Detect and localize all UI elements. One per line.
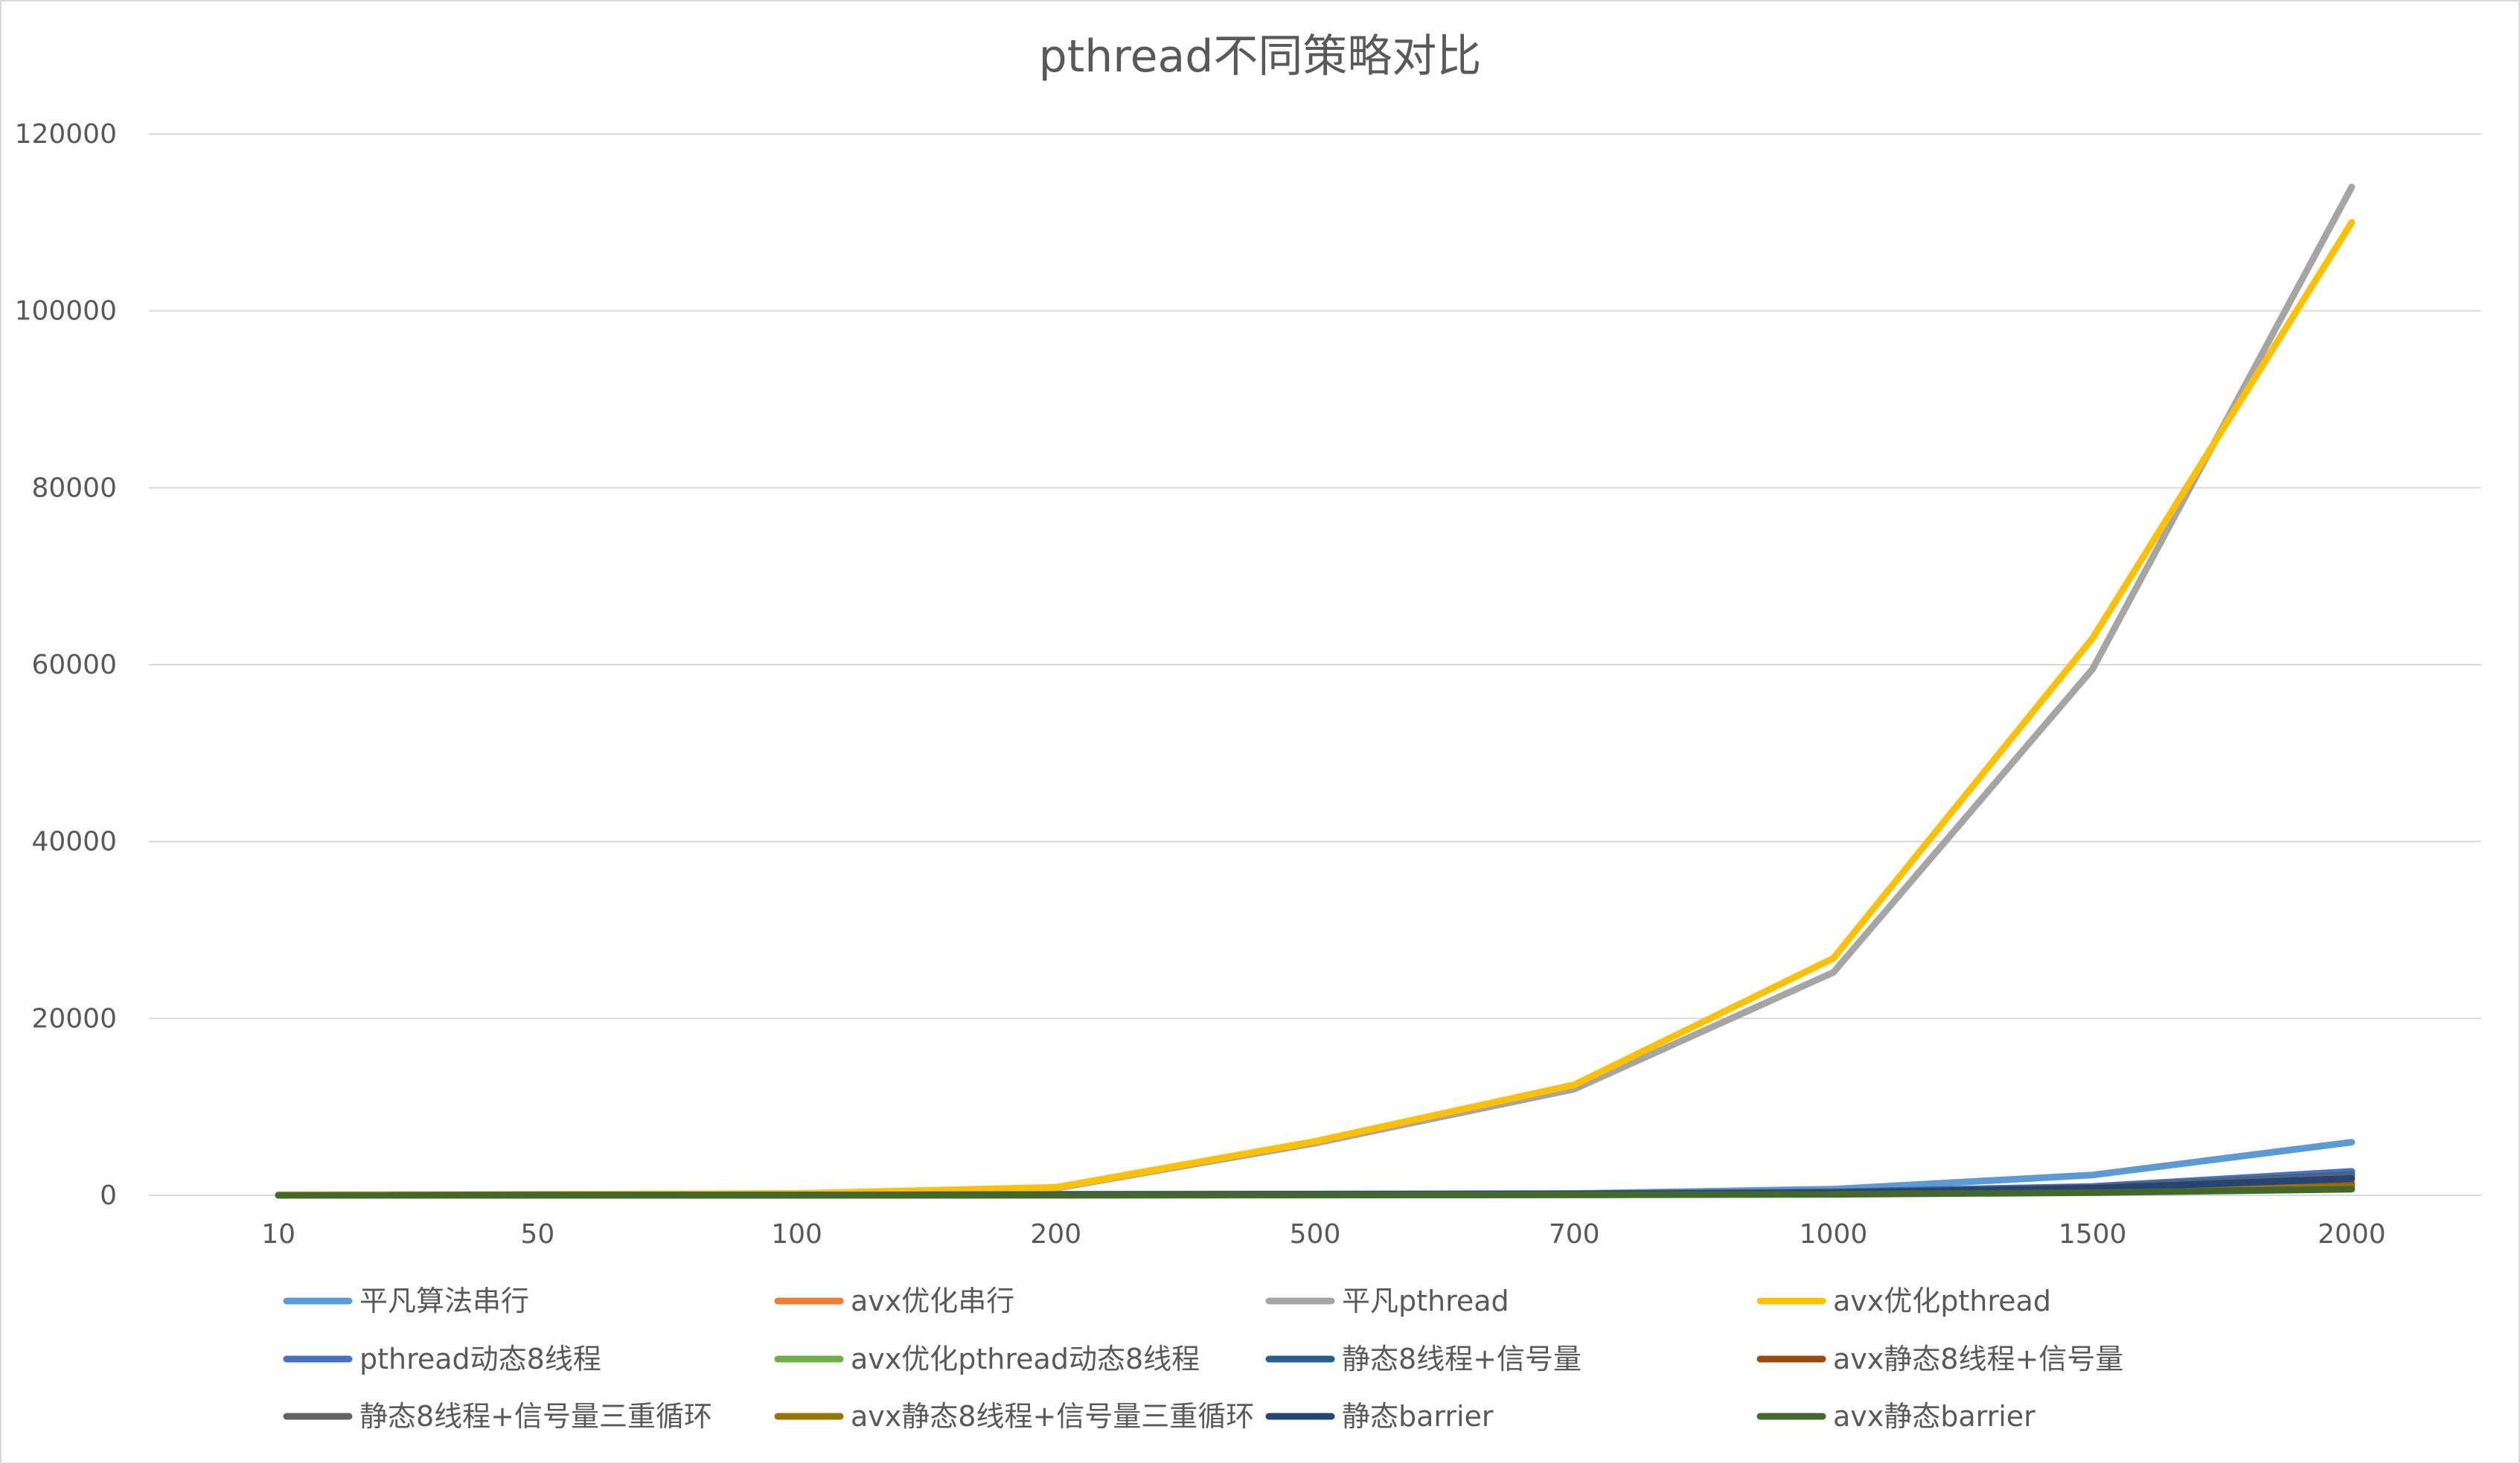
legend-item: 静态8线程+信号量三重循环 [283, 1400, 712, 1433]
legend-label: avx静态8线程+信号量三重循环 [851, 1400, 1254, 1433]
x-tick-label: 10 [261, 1219, 295, 1250]
legend-item: 静态8线程+信号量 [1265, 1343, 1582, 1375]
legend-item: avx静态barrier [1756, 1400, 2035, 1433]
legend-item: avx优化pthread [1756, 1285, 2051, 1317]
x-tick-label: 1500 [2059, 1219, 2127, 1250]
y-tick-label: 60000 [31, 650, 117, 680]
chart-title: pthread不同策略对比 [1039, 31, 1482, 83]
y-tick-label: 100000 [15, 296, 117, 327]
y-tick-label: 80000 [31, 473, 117, 503]
y-tick-label: 40000 [31, 827, 117, 857]
series-lines [275, 183, 2356, 1199]
x-tick-label: 100 [771, 1219, 822, 1250]
legend-label: 平凡pthread [1342, 1285, 1509, 1317]
legend-label: pthread动态8线程 [359, 1343, 601, 1375]
y-tick-label: 0 [100, 1180, 117, 1211]
legend-label: avx优化pthread动态8线程 [851, 1343, 1200, 1375]
x-tick-label: 2000 [2318, 1219, 2386, 1250]
legend-label: avx优化串行 [851, 1285, 1014, 1317]
legend-label: avx静态8线程+信号量 [1833, 1343, 2123, 1375]
legend-item: 静态barrier [1265, 1400, 1494, 1433]
legend-label: 平凡算法串行 [359, 1285, 529, 1317]
legend-item: avx优化串行 [774, 1285, 1014, 1317]
x-tick-label: 1000 [1800, 1219, 1868, 1250]
legend-item: avx优化pthread动态8线程 [774, 1343, 1200, 1375]
legend-label: avx静态barrier [1833, 1400, 2035, 1433]
legend-item: avx静态8线程+信号量 [1756, 1343, 2123, 1375]
gridlines [149, 133, 2481, 1196]
legend-label: avx优化pthread [1833, 1285, 2051, 1317]
x-tick-label: 700 [1549, 1219, 1600, 1250]
y-tick-label: 20000 [31, 1003, 117, 1034]
x-tick-label: 500 [1290, 1219, 1341, 1250]
legend-item: 平凡算法串行 [283, 1285, 529, 1317]
x-tick-label: 200 [1030, 1219, 1081, 1250]
legend-label: 静态barrier [1342, 1400, 1494, 1433]
x-tick-label: 50 [520, 1219, 554, 1250]
legend-item: avx静态8线程+信号量三重循环 [774, 1400, 1254, 1433]
legend-item: 平凡pthread [1265, 1285, 1509, 1317]
series-line [275, 1186, 2356, 1199]
legend-label: 静态8线程+信号量 [1342, 1343, 1582, 1375]
legend-label: 静态8线程+信号量三重循环 [359, 1400, 712, 1433]
legend: 平凡算法串行 avx优化串行 平凡pthread avx优化pthread pthrea… [283, 1285, 2123, 1433]
axes: 0 20000 40000 60000 80000 100000 120000 10 50 100… [15, 119, 2386, 1250]
legend-item: pthread动态8线程 [283, 1343, 601, 1375]
y-tick-label: 120000 [15, 119, 117, 150]
